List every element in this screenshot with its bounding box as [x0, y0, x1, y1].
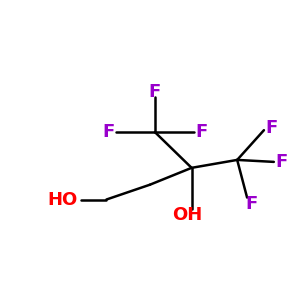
Text: F: F — [195, 123, 208, 141]
Text: HO: HO — [48, 190, 78, 208]
Text: OH: OH — [172, 206, 203, 224]
Text: F: F — [245, 196, 257, 214]
Text: F: F — [102, 123, 115, 141]
Text: F: F — [276, 153, 288, 171]
Text: F: F — [149, 82, 161, 100]
Text: F: F — [266, 119, 278, 137]
